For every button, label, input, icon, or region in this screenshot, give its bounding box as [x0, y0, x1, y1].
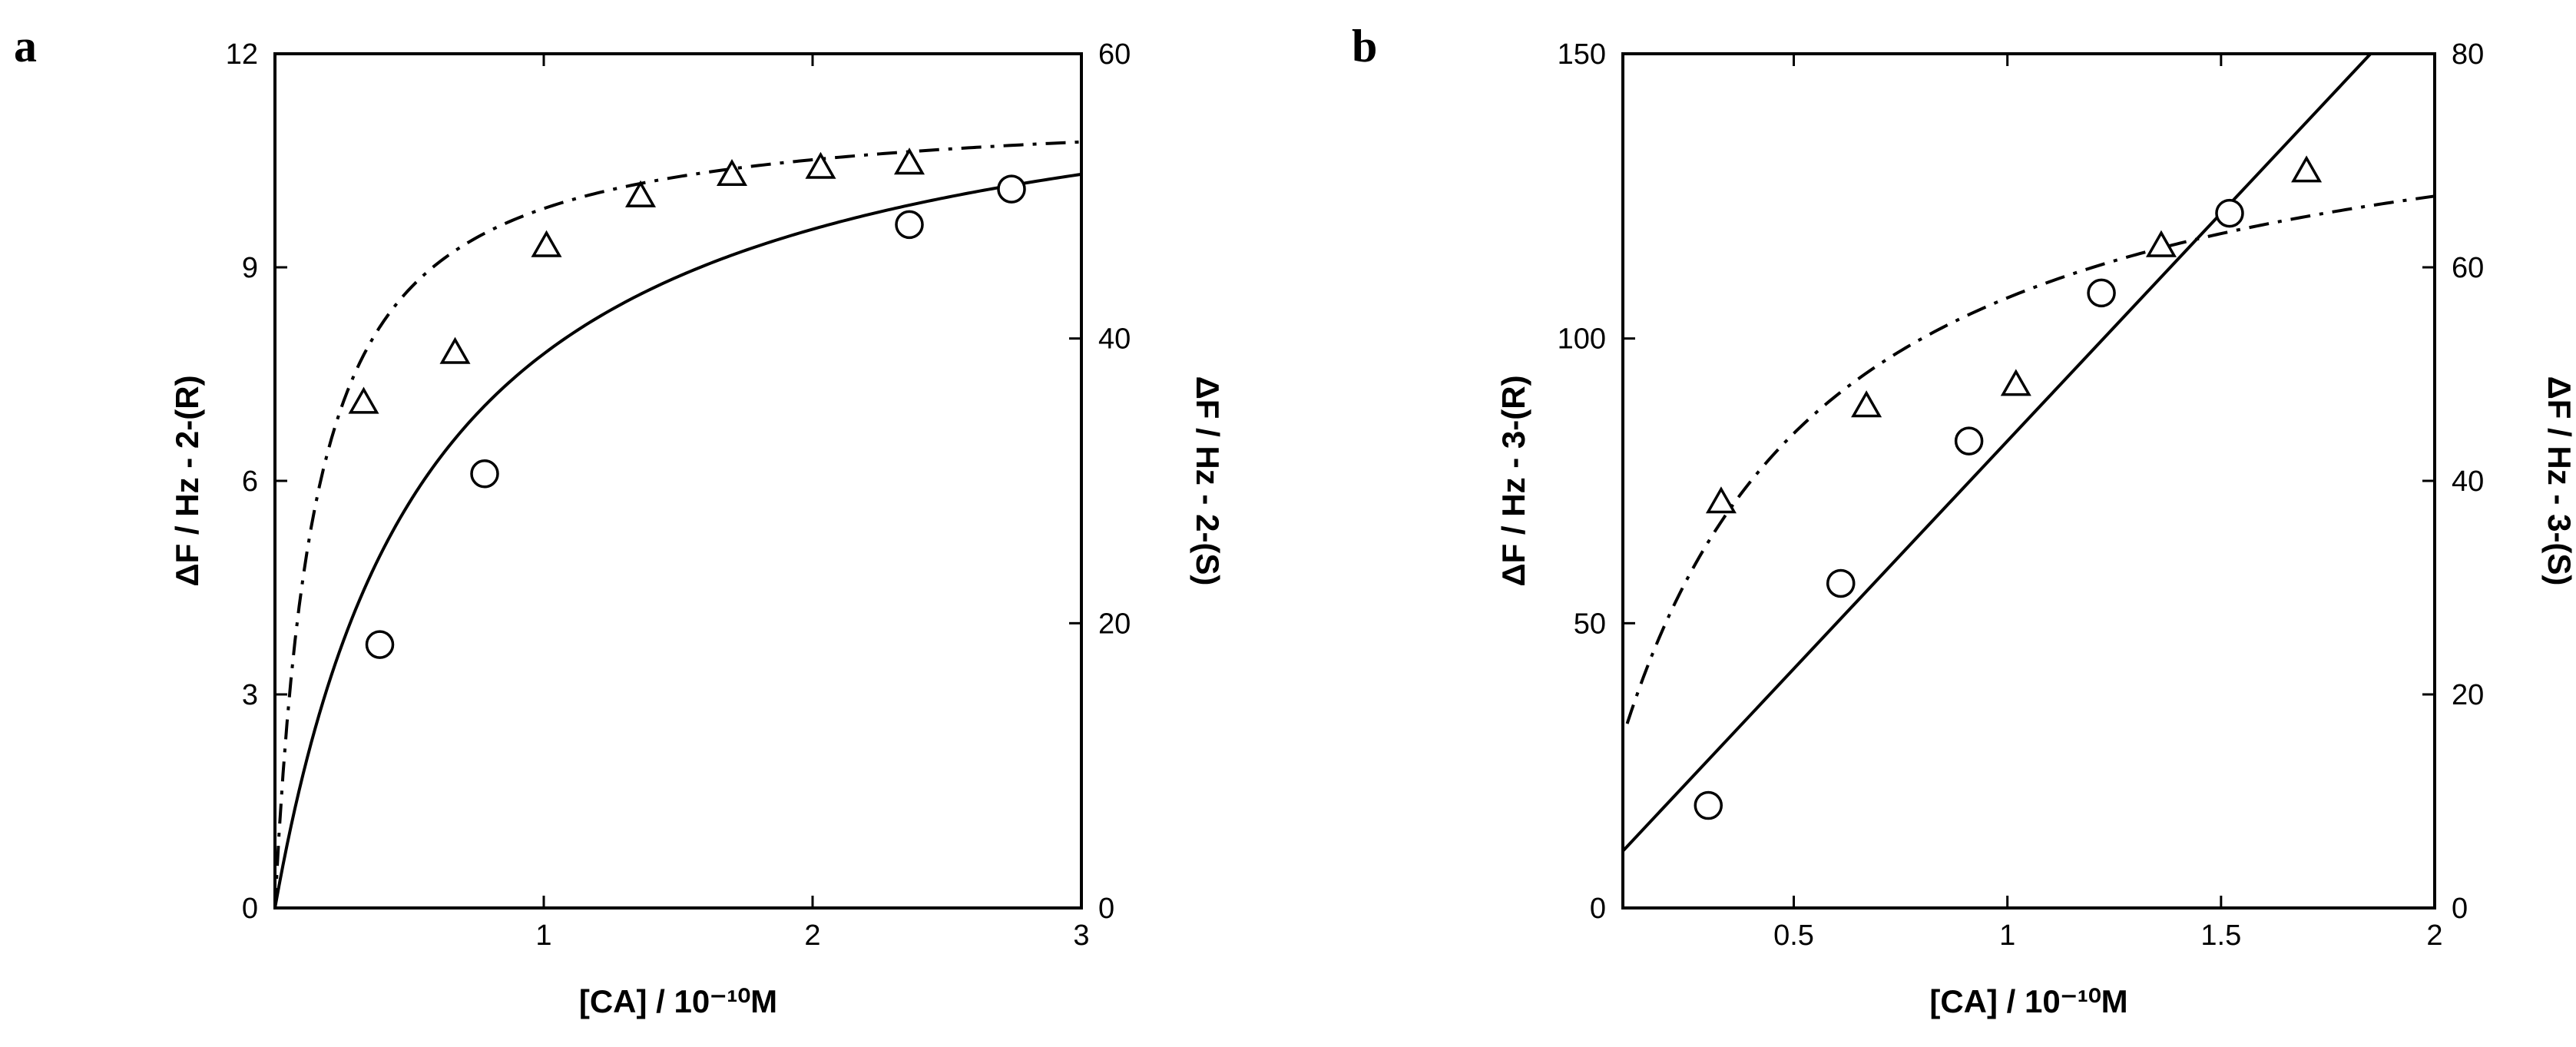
- triangle-marker: [2145, 230, 2177, 257]
- x-tick-label: 2: [2426, 919, 2442, 952]
- y-left-tick-label: 100: [1558, 323, 1606, 356]
- x-tick-label: 2: [804, 919, 820, 952]
- y-left-tick-label: 150: [1558, 38, 1606, 71]
- triangle-marker: [531, 230, 562, 257]
- y-left-tick-label: 9: [242, 252, 258, 284]
- fit-curve-solid: [275, 172, 1081, 908]
- triangle-marker: [624, 180, 657, 207]
- y-right-tick-label: 20: [2452, 679, 2484, 711]
- triangle-marker: [893, 147, 925, 175]
- triangle-marker: [1851, 390, 1882, 418]
- circle-marker: [1954, 426, 1984, 456]
- x-axis-title: [CA] / 10⁻¹⁰M: [579, 983, 777, 1019]
- y-left-tick-label: 6: [242, 466, 258, 498]
- y-left-axis-title: ΔF / Hz - 3-(R): [1495, 375, 1531, 586]
- circle-marker: [470, 459, 499, 489]
- x-tick-label: 3: [1073, 919, 1089, 952]
- y-right-tick-label: 0: [1098, 893, 1114, 925]
- fit-curve-solid: [1623, 54, 2373, 853]
- y-right-tick-label: 60: [1098, 38, 1131, 71]
- triangle-marker: [348, 386, 379, 414]
- plot-frame: [273, 52, 1083, 909]
- x-tick-label: 1: [1999, 919, 2015, 952]
- circle-marker: [2087, 278, 2116, 308]
- circle-marker: [895, 210, 924, 240]
- y-left-tick-label: 12: [226, 38, 258, 71]
- x-axis-title: [CA] / 10⁻¹⁰M: [1929, 983, 2127, 1019]
- circle-marker: [1694, 790, 1723, 820]
- y-right-axis-title: ΔF / Hz - 2-(S): [1190, 376, 1226, 586]
- circle-marker: [1826, 568, 1856, 598]
- triangle-marker: [805, 151, 836, 179]
- x-tick-label: 1.5: [2200, 919, 2241, 952]
- y-left-tick-label: 0: [1590, 893, 1606, 925]
- y-left-axis-title: ΔF / Hz - 2-(R): [169, 375, 205, 586]
- y-right-tick-label: 60: [2452, 252, 2484, 284]
- y-left-tick-label: 0: [242, 893, 258, 925]
- panel-letter: b: [1352, 21, 1377, 71]
- y-right-tick-label: 40: [1098, 323, 1131, 356]
- triangle-marker: [716, 159, 748, 187]
- fit-curve-dashdot: [1625, 194, 2435, 724]
- y-left-tick-label: 3: [242, 679, 258, 711]
- y-right-tick-label: 20: [1098, 608, 1131, 640]
- y-right-tick-label: 40: [2452, 466, 2484, 498]
- circle-marker: [2215, 198, 2244, 228]
- panel-letter: a: [14, 21, 37, 71]
- y-right-tick-label: 0: [2452, 893, 2468, 925]
- triangle-marker: [1705, 486, 1737, 514]
- fit-curve-dashdot: [275, 140, 1081, 908]
- circle-marker: [365, 630, 395, 659]
- triangle-marker: [2000, 369, 2031, 396]
- y-right-axis-title: ΔF / Hz - 3-(S): [2541, 376, 2576, 586]
- y-right-tick-label: 80: [2452, 38, 2484, 71]
- triangle-marker: [2291, 155, 2323, 183]
- y-left-tick-label: 50: [1574, 608, 1606, 640]
- triangle-marker: [439, 336, 471, 364]
- circle-marker: [997, 174, 1026, 204]
- x-tick-label: 1: [535, 919, 551, 952]
- x-tick-label: 0.5: [1773, 919, 1814, 952]
